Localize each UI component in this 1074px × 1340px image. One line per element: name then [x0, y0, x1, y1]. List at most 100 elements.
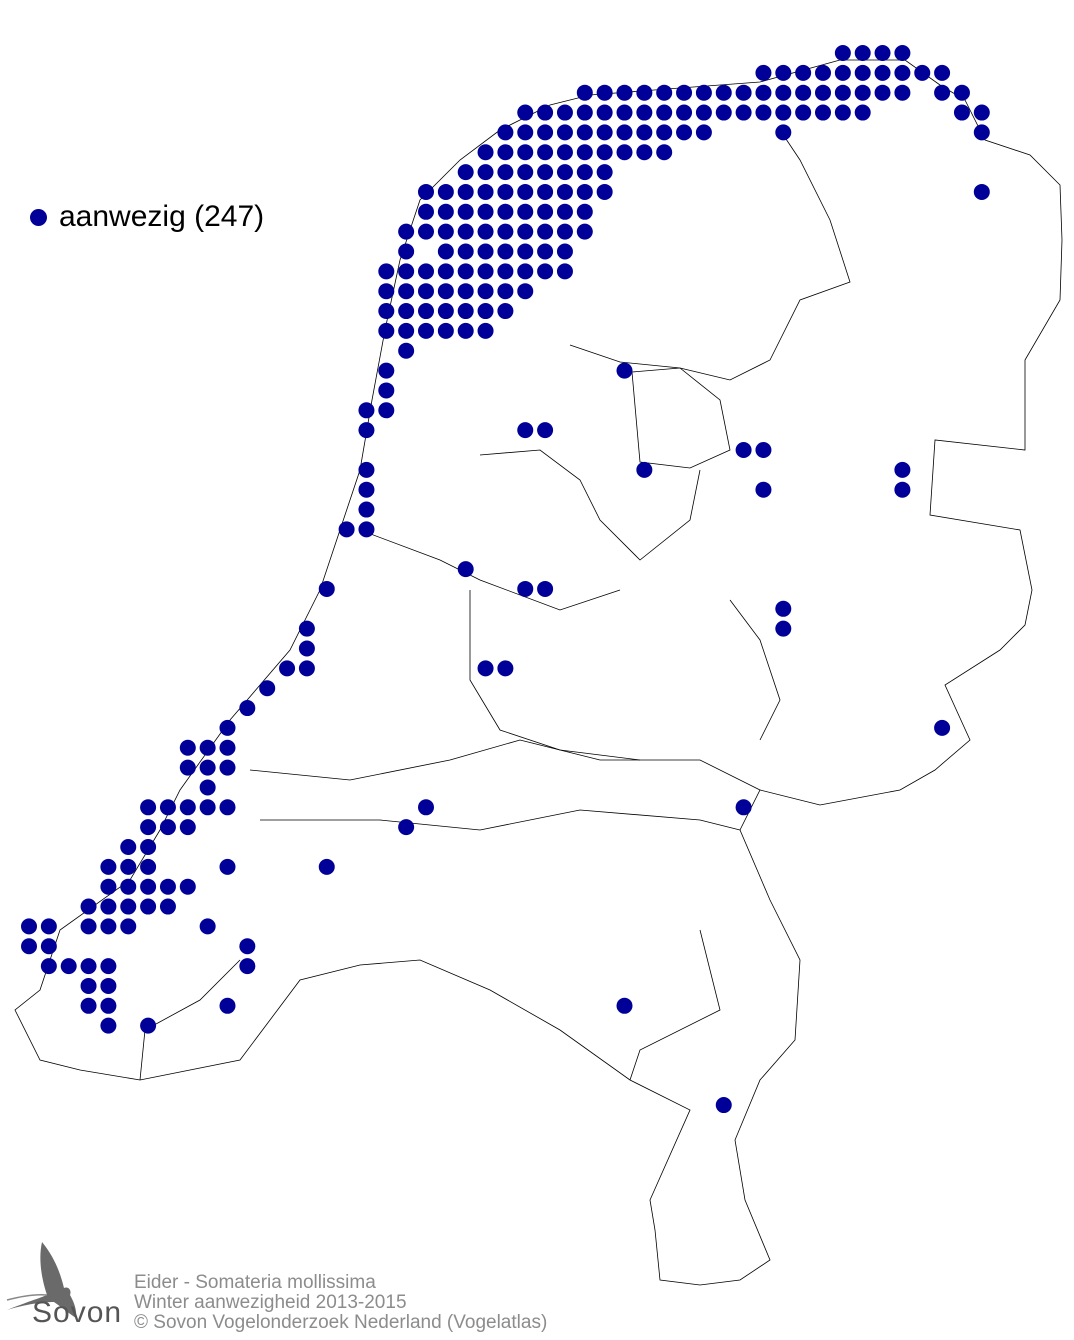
presence-dot [358, 402, 375, 419]
presence-dot [934, 719, 951, 736]
presence-dot [517, 164, 534, 181]
presence-dot [199, 779, 216, 796]
presence-dot [517, 283, 534, 300]
presence-dot [755, 104, 772, 121]
presence-dot [477, 144, 494, 161]
presence-dot [199, 739, 216, 756]
presence-dot [398, 283, 415, 300]
presence-dot [477, 223, 494, 240]
presence-dot [953, 84, 970, 101]
presence-dot [556, 124, 573, 141]
presence-dot [457, 263, 474, 280]
presence-dot [596, 84, 613, 101]
presence-dot [259, 680, 276, 697]
presence-dot [537, 203, 554, 220]
presence-dot [676, 84, 693, 101]
presence-dot [497, 223, 514, 240]
presence-dot [437, 303, 454, 320]
presence-dot [775, 620, 792, 637]
presence-dot [477, 283, 494, 300]
presence-dot [934, 84, 951, 101]
presence-dot [596, 164, 613, 181]
presence-dot [437, 203, 454, 220]
presence-dot [199, 759, 216, 776]
presence-dot [60, 958, 77, 975]
presence-dot [834, 64, 851, 81]
presence-dot [140, 839, 157, 855]
presence-dot [537, 144, 554, 161]
presence-dot [556, 164, 573, 181]
presence-dot [497, 243, 514, 260]
presence-dot [695, 104, 712, 121]
presence-dot [755, 84, 772, 101]
presence-dot [457, 303, 474, 320]
presence-dot [21, 918, 37, 935]
presence-dot [457, 322, 474, 339]
presence-dot [676, 124, 693, 141]
presence-dot [140, 1017, 157, 1034]
presence-dot [815, 104, 831, 121]
presence-dot [815, 84, 831, 101]
presence-dot [537, 164, 554, 181]
presence-dot [358, 461, 375, 478]
presence-dot [517, 243, 534, 260]
presence-dot [219, 719, 236, 736]
presence-dot [517, 144, 534, 161]
presence-dot [159, 898, 176, 915]
presence-dot [80, 918, 97, 935]
presence-dot [795, 64, 812, 81]
presence-dot [358, 481, 375, 498]
presence-dot [656, 124, 673, 141]
legend-dot-icon [30, 208, 47, 226]
presence-dot [40, 938, 57, 955]
presence-dot [298, 620, 315, 637]
presence-dot [100, 997, 117, 1014]
presence-dot [378, 382, 395, 399]
presence-dot [437, 322, 454, 339]
presence-dot [755, 442, 772, 458]
presence-dot [140, 898, 157, 915]
presence-dot [318, 580, 335, 597]
presence-dot [537, 183, 554, 200]
presence-dot [418, 263, 434, 280]
presence-dot [21, 938, 37, 955]
presence-dot [497, 183, 514, 200]
presence-dot [775, 84, 792, 101]
presence-dot [517, 422, 534, 439]
presence-dot [973, 104, 990, 121]
presence-dot [934, 64, 951, 81]
presence-dot [775, 104, 792, 121]
presence-dot [398, 322, 415, 339]
presence-dot [298, 660, 315, 677]
presence-dot [537, 263, 554, 280]
presence-dot [477, 243, 494, 260]
presence-dot [497, 164, 514, 181]
presence-dot [477, 263, 494, 280]
presence-dot [576, 183, 593, 200]
presence-dot [517, 124, 534, 141]
presence-dot [418, 283, 434, 300]
presence-dot [795, 84, 812, 101]
presence-dot [834, 45, 851, 61]
presence-dot [517, 223, 534, 240]
presence-dot [755, 64, 772, 81]
presence-dot [358, 521, 375, 538]
presence-dot [576, 84, 593, 101]
presence-dot [596, 104, 613, 121]
presence-dot [636, 104, 653, 121]
map-caption: Eider - Somateria mollissima Winter aanw… [134, 1273, 547, 1333]
presence-dot [179, 739, 196, 756]
presence-dot [874, 84, 891, 101]
presence-dot [735, 799, 752, 816]
presence-dot [418, 223, 434, 240]
presence-dot [120, 898, 137, 915]
presence-dot [437, 263, 454, 280]
presence-dot [616, 997, 633, 1014]
presence-dot [100, 1017, 117, 1034]
presence-dot [656, 104, 673, 121]
presence-dot [656, 84, 673, 101]
presence-dot [497, 660, 514, 677]
presence-dot [894, 481, 911, 498]
presence-dot [398, 243, 415, 260]
